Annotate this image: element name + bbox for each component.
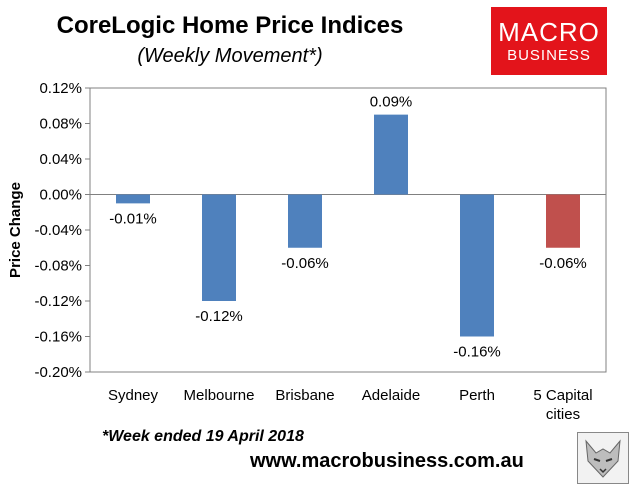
x-tick-label: Perth <box>459 387 495 404</box>
x-tick-label: Adelaide <box>362 387 420 404</box>
bar <box>288 194 322 248</box>
bar <box>116 194 150 204</box>
y-tick-label: -0.04% <box>34 222 82 239</box>
website-url[interactable]: www.macrobusiness.com.au <box>250 450 524 472</box>
logo-line-1: MACRO <box>498 17 600 47</box>
y-tick-label: 0.08% <box>39 116 82 133</box>
logo-line-2: BUSINESS <box>507 47 591 64</box>
chart-subtitle: (Weekly Movement*) <box>137 45 323 67</box>
bar <box>546 194 580 248</box>
plot-area <box>89 87 607 373</box>
fox-emblem-icon <box>577 432 629 484</box>
bar <box>202 194 236 301</box>
y-tick-label: -0.16% <box>34 329 82 346</box>
data-label: -0.01% <box>109 210 157 227</box>
y-tick-label: -0.08% <box>34 258 82 275</box>
y-tick-label: 0.04% <box>39 151 82 168</box>
y-tick-label: -0.12% <box>34 293 82 310</box>
macrobusiness-logo: MACRO BUSINESS <box>491 7 607 75</box>
y-tick-label: -0.20% <box>34 364 82 381</box>
footnote: *Week ended 19 April 2018 <box>102 428 304 445</box>
y-tick-label: 0.00% <box>39 187 82 204</box>
y-axis-title: Price Change <box>7 182 24 278</box>
x-tick-label: Brisbane <box>275 387 334 404</box>
x-tick-label: Melbourne <box>184 387 255 404</box>
x-tick-label: Sydney <box>108 387 159 404</box>
data-label: -0.06% <box>539 255 587 272</box>
data-label: 0.09% <box>370 94 413 111</box>
data-label: -0.16% <box>453 344 501 361</box>
x-tick-label: cities <box>546 406 580 423</box>
data-label: -0.12% <box>195 308 243 325</box>
bar <box>460 194 494 337</box>
chart-title: CoreLogic Home Price Indices <box>56 12 404 39</box>
bar <box>374 114 408 195</box>
x-tick-label: 5 Capital <box>533 387 592 404</box>
y-tick-label: 0.12% <box>39 80 82 97</box>
data-label: -0.06% <box>281 255 329 272</box>
